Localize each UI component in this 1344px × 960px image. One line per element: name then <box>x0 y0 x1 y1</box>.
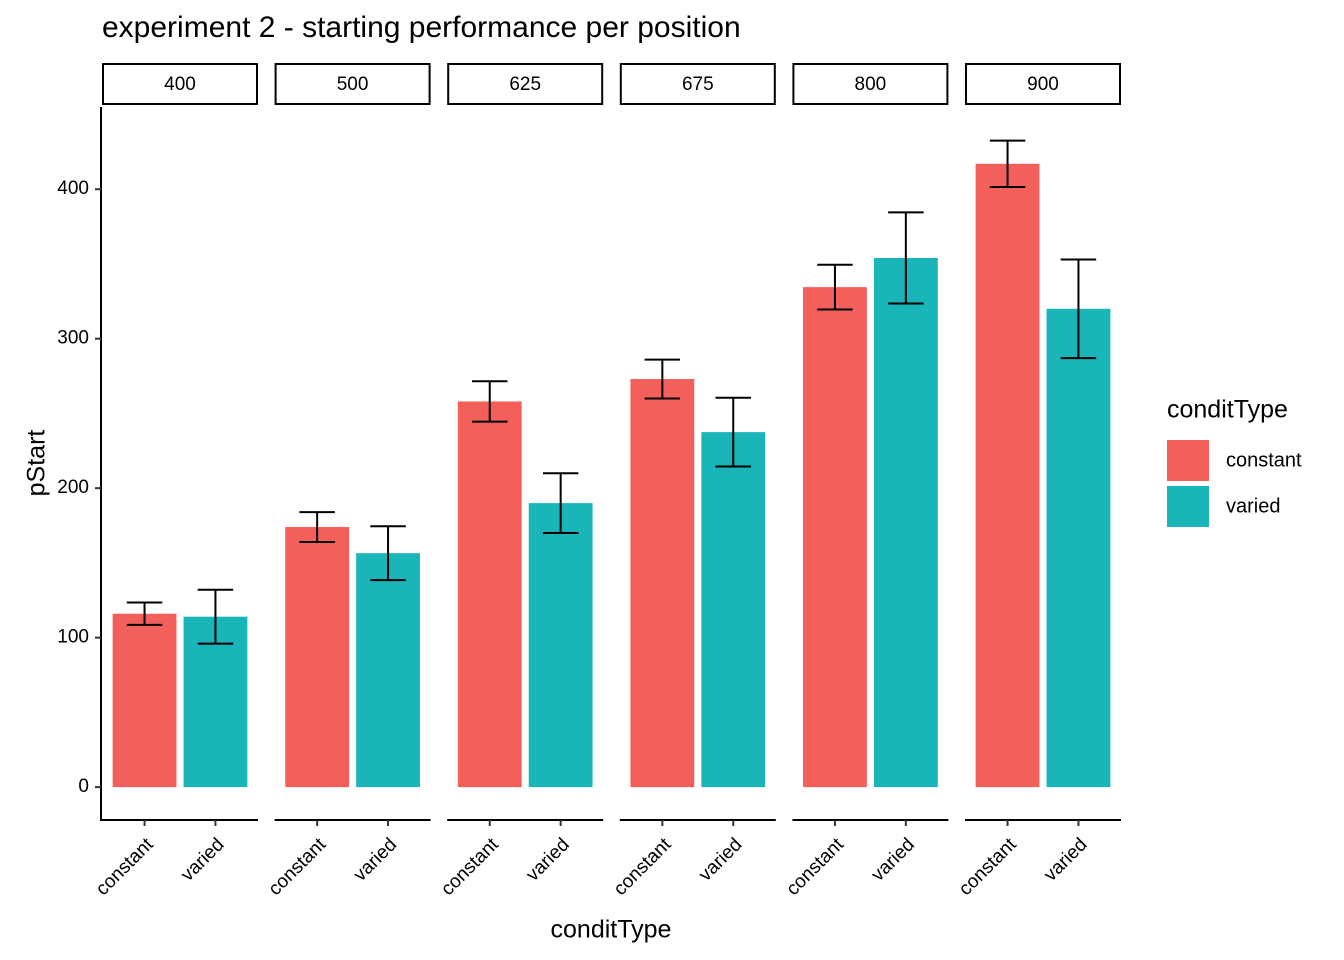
facet-strip <box>965 63 1121 105</box>
facet-label: 500 <box>337 74 369 95</box>
x-tick-label: varied <box>695 834 746 885</box>
error-bar <box>370 525 406 582</box>
error-bar <box>989 139 1026 188</box>
x-axis-title: conditType <box>551 916 672 944</box>
bar <box>630 379 695 788</box>
bar <box>873 257 938 788</box>
x-tick-label: constant <box>610 834 676 900</box>
error-bar <box>126 601 163 626</box>
error-bar <box>299 511 335 543</box>
bar <box>285 527 350 788</box>
facet-strip <box>792 63 949 105</box>
x-tick-label: constant <box>437 834 503 900</box>
x-tick-label: constant <box>782 834 848 900</box>
x-tick-label: varied <box>177 834 228 885</box>
x-tick-label: constant <box>955 834 1021 900</box>
y-tick-label: 0 <box>78 776 89 797</box>
error-bar <box>644 358 681 400</box>
facet-label: 675 <box>682 74 714 95</box>
bar <box>975 163 1040 788</box>
x-tick-label: varied <box>522 834 573 885</box>
error-bar <box>197 588 234 645</box>
legend-swatch <box>1167 486 1209 527</box>
legend-title: conditType <box>1167 396 1288 424</box>
x-tick-label: varied <box>1040 834 1091 885</box>
facet-strip <box>102 63 258 105</box>
facet-strip <box>447 63 604 105</box>
error-bar <box>1060 258 1097 360</box>
y-tick-label: 200 <box>57 477 89 498</box>
y-axis-title: pStart <box>23 430 51 497</box>
error-bar <box>715 396 751 468</box>
y-tick-label: 100 <box>57 627 89 648</box>
bar <box>457 401 522 788</box>
x-tick-label: constant <box>92 834 158 900</box>
bar <box>1046 308 1111 788</box>
x-tick-label: varied <box>867 834 918 885</box>
legend-label: varied <box>1226 495 1280 517</box>
facet-label: 800 <box>855 74 887 95</box>
y-tick-label: 400 <box>57 178 89 199</box>
bar <box>112 613 177 788</box>
facet-label: 400 <box>164 74 196 95</box>
chart-title: experiment 2 - starting performance per … <box>102 11 741 44</box>
facet-strip <box>619 63 776 105</box>
bar <box>528 503 593 788</box>
x-tick-label: varied <box>350 834 401 885</box>
error-bar <box>817 263 853 311</box>
bar <box>183 616 248 788</box>
bar <box>803 287 867 788</box>
legend-swatch <box>1167 440 1209 481</box>
error-bar <box>472 380 508 423</box>
facet-label: 625 <box>509 74 541 95</box>
y-tick-label: 300 <box>57 328 89 349</box>
x-tick-label: constant <box>265 834 331 900</box>
error-bar <box>888 211 924 305</box>
facet-strip <box>274 63 431 105</box>
bar <box>701 432 766 788</box>
legend-label: constant <box>1226 449 1302 471</box>
bar <box>356 553 420 788</box>
facet-label: 900 <box>1027 74 1059 95</box>
error-bar <box>542 472 579 535</box>
